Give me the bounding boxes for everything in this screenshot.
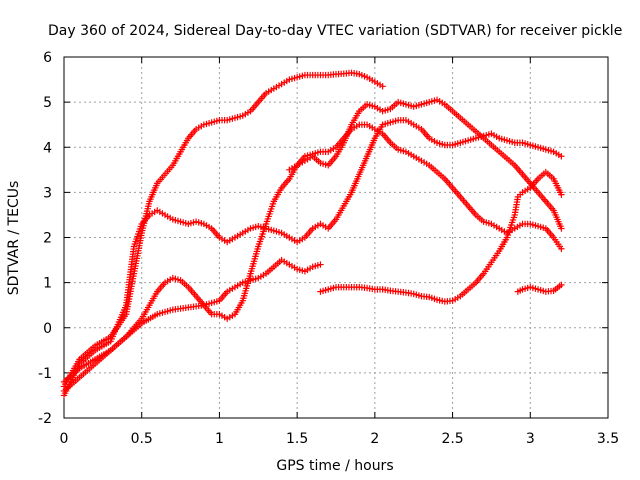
data-point [558, 245, 565, 252]
data-point [558, 153, 565, 160]
y-tick-label: -2 [38, 411, 52, 427]
series-track-d [60, 256, 324, 395]
y-tick-label: 2 [43, 231, 52, 247]
y-tick-label: 5 [43, 95, 52, 111]
data-point [558, 225, 565, 232]
series-track-f [286, 96, 565, 232]
x-axis-label: GPS time / hours [276, 458, 393, 474]
x-tick-label: 2 [370, 431, 379, 447]
y-tick-label: 0 [43, 321, 52, 337]
x-tick-label: 3 [526, 431, 535, 447]
x-tick-label: 0 [60, 431, 69, 447]
y-axis-label: SDTVAR / TECUs [6, 181, 22, 296]
x-tick-label: 0.5 [131, 431, 153, 447]
grid [64, 57, 608, 418]
y-tick-label: 1 [43, 276, 52, 292]
x-tick-label: 2.5 [441, 431, 463, 447]
x-tick-label: 3.5 [597, 431, 619, 447]
y-tick-label: 3 [43, 185, 52, 201]
data-marks [60, 69, 565, 399]
series-track-g [514, 281, 565, 295]
x-tick-label: 1.5 [286, 431, 308, 447]
data-point [558, 281, 565, 289]
data-point [379, 83, 386, 90]
series-track-e [317, 168, 565, 305]
y-tick-label: -1 [38, 366, 52, 382]
x-tick-label: 1 [215, 431, 224, 447]
axis-ticks: 0 0.5 1 1.5 2 2.5 3 3.5 -2 -1 0 1 2 3 4 5 6 [38, 50, 619, 447]
chart-title: Day 360 of 2024, Sidereal Day-to-day VTE… [48, 23, 622, 39]
y-tick-label: 6 [43, 50, 52, 66]
data-point [558, 191, 565, 198]
y-tick-label: 4 [43, 140, 52, 156]
data-point [317, 261, 324, 268]
